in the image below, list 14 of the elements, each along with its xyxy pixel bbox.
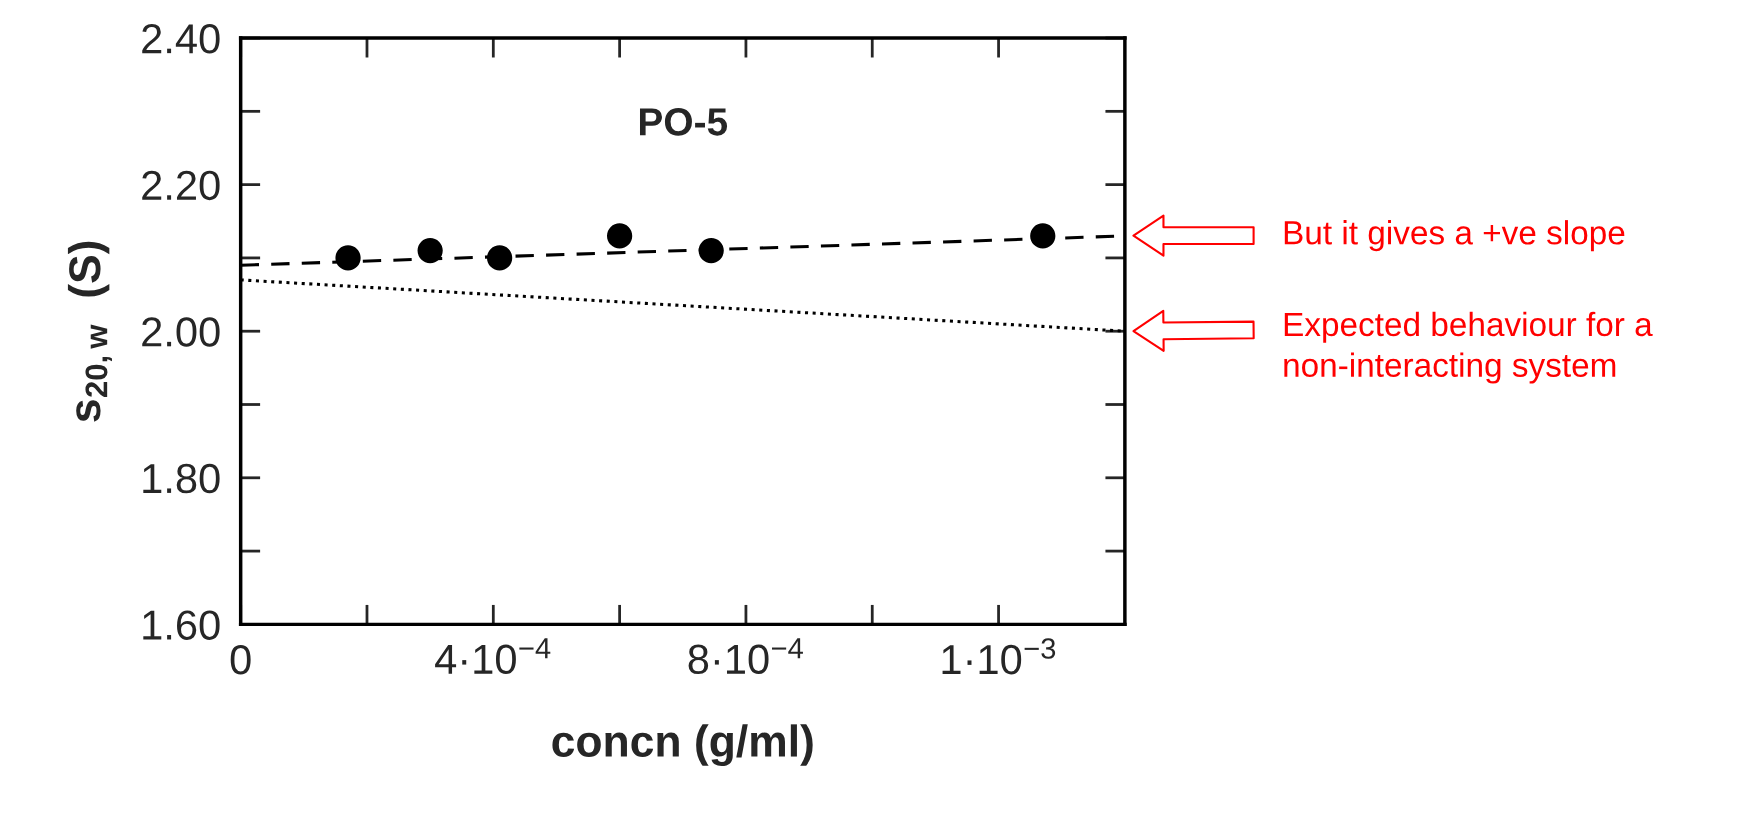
- text: PO-5: [640, 108, 728, 136]
- y-tick-label: 1.60: [143, 610, 220, 640]
- y-tick-label: 2.40: [142, 24, 220, 54]
- text: But it gives a +ve slope: [1284, 220, 1625, 252]
- y-tick-label: 2.20: [142, 170, 220, 201]
- x-axis-title: concn (g/ml): [552, 724, 813, 766]
- x-tick-label: 8·10$^{−4}$: [688, 638, 803, 675]
- x-tick-label: 1·10$^{−3}$: [942, 638, 1056, 675]
- x-tick-label: 4·10$^{−4}$: [435, 638, 551, 675]
- y-axis-title: s$_{20,w}$ (S): [67, 241, 112, 422]
- x-tick-label: 0: [230, 644, 251, 675]
- y-tick-label: 2.00: [142, 317, 220, 347]
- y-tick-label: 1.80: [143, 463, 220, 494]
- text: Expected behaviour for a non-interacting system: [1284, 311, 1653, 384]
